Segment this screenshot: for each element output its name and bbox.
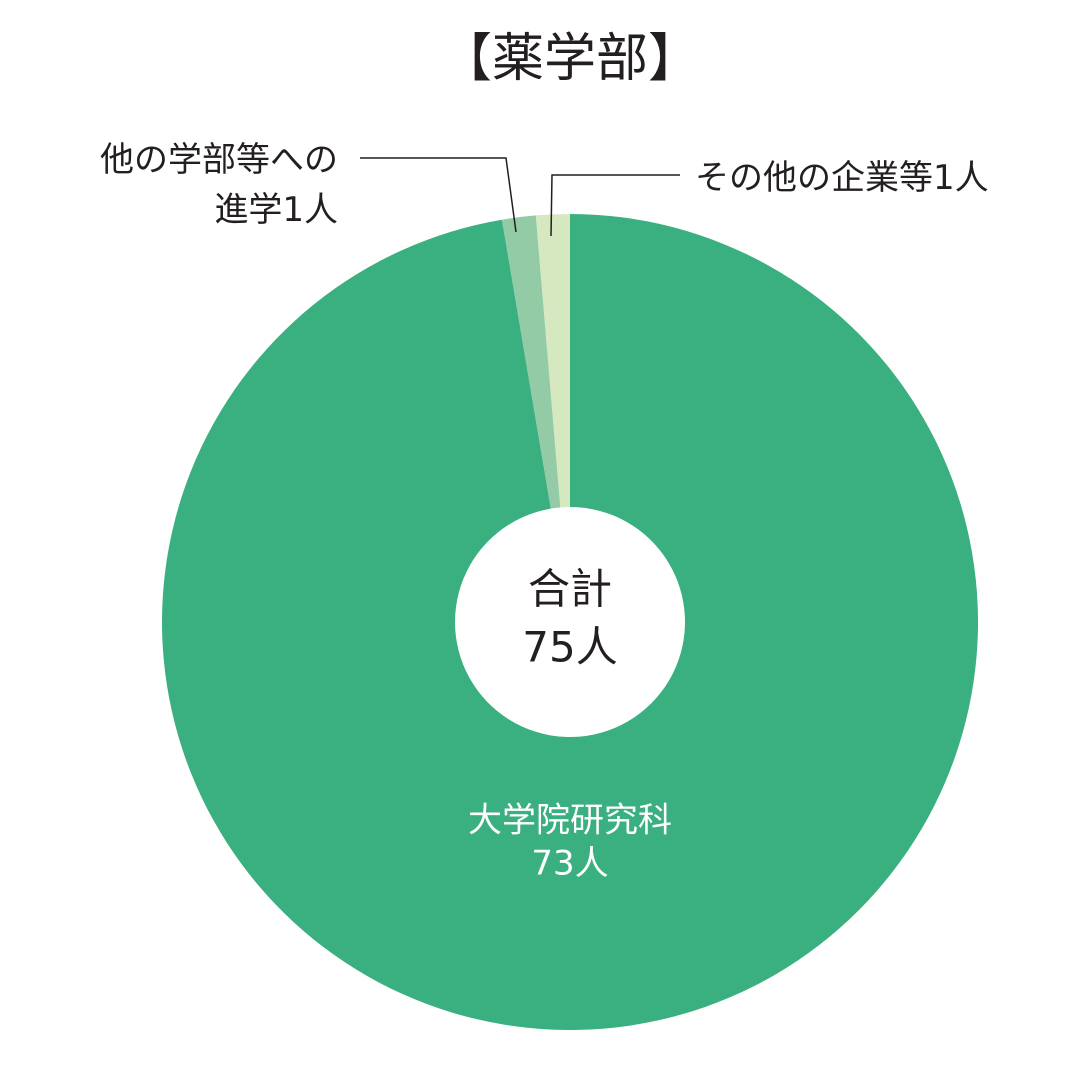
value-label: 1人 [933,158,989,198]
total-label: 75人 [522,623,617,672]
category-label: 他の学部等への進学 [100,140,338,230]
leader-line [360,157,517,233]
category-label: その他の企業等 [695,158,933,198]
slice-value-label: 73人 [531,844,608,884]
slice [501,215,561,509]
value-label: 1人 [282,190,338,230]
slice [535,214,570,508]
slice-label: 大学院研究科 [468,801,672,841]
slice-label: 他の学部等への進学1人 [100,135,338,235]
leader-line [550,174,680,237]
slice-label: その他の企業等1人 [695,153,989,203]
slices [161,214,978,1030]
slice [161,214,978,1030]
center-label: 合計 [528,565,612,614]
chart-title: 【薬学部】 [440,29,700,89]
